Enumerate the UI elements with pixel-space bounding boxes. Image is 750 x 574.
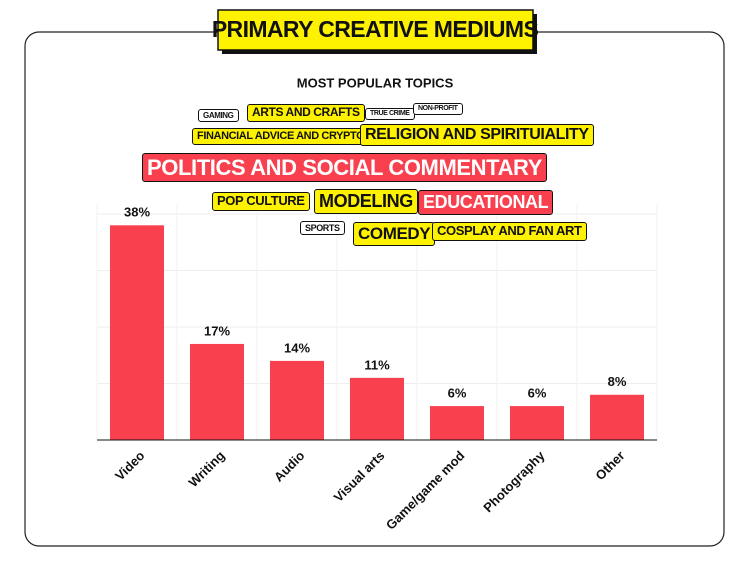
topic-tag: TRUE CRIME: [365, 108, 415, 121]
value-label: 6%: [448, 386, 467, 401]
bar: [430, 406, 484, 440]
topic-tag: GAMING: [198, 109, 239, 123]
title-box: [217, 9, 534, 51]
bar: [110, 225, 164, 440]
value-label: 6%: [528, 386, 547, 401]
chart-subtitle: MOST POPULAR TOPICS: [297, 75, 454, 90]
topic-tag: COMEDY: [353, 222, 436, 246]
topic-tag: FINANCIAL ADVICE AND CRYPTO: [192, 128, 370, 145]
bar: [270, 360, 324, 440]
topic-tag: POP CULTURE: [212, 192, 310, 211]
bar: [510, 406, 564, 440]
bar: [590, 394, 644, 440]
value-label: 17%: [204, 323, 230, 338]
value-label: 38%: [124, 205, 150, 220]
chart-title: PRIMARY CREATIVE MEDIUMS: [212, 16, 539, 42]
topic-tag: RELIGION AND SPIRITUIALITY: [360, 124, 594, 147]
value-label: 11%: [364, 357, 390, 372]
topic-tag: ARTS AND CRAFTS: [247, 104, 365, 122]
topic-tag: MODELING: [314, 189, 418, 214]
bar: [190, 343, 244, 440]
value-label: 14%: [284, 340, 310, 355]
topic-tag: SPORTS: [300, 221, 345, 236]
topic-tag: COSPLAY AND FAN ART: [432, 222, 587, 241]
topic-tag: NON-PROFIT: [413, 103, 463, 116]
value-label: 8%: [608, 374, 627, 389]
bar: [350, 377, 404, 440]
topic-tag: EDUCATIONAL: [418, 190, 554, 215]
topic-tag: POLITICS AND SOCIAL COMMENTARY: [142, 153, 548, 183]
